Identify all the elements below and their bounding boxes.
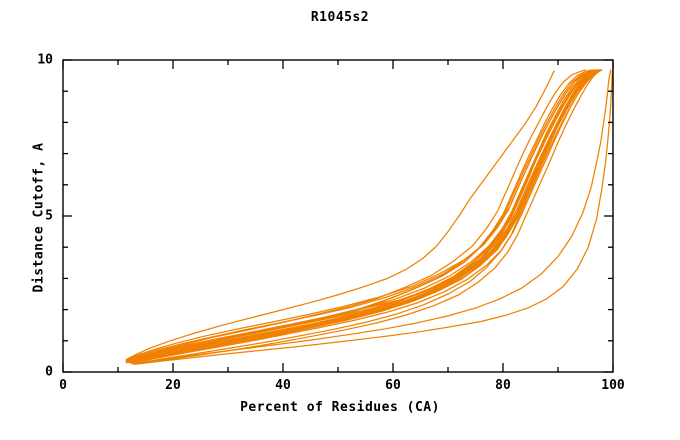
series-line [133, 69, 614, 365]
series-line [129, 69, 600, 364]
x-tick-label: 0 [59, 378, 67, 393]
axes-frame [62, 59, 614, 373]
series-line [127, 69, 592, 363]
plot-frame [62, 59, 614, 373]
y-tick-label: 5 [45, 208, 53, 224]
x-tick-label: 80 [495, 378, 511, 393]
series-line [125, 69, 596, 361]
series-line [127, 69, 599, 363]
x-tick-label: 40 [275, 378, 291, 393]
series-line [130, 69, 600, 363]
series-line [126, 69, 602, 364]
series-line [125, 69, 587, 362]
series-line [136, 69, 603, 364]
x-tick-label: 100 [601, 378, 625, 393]
series-line [125, 70, 600, 364]
y-tick-label: 0 [45, 364, 53, 380]
chart-title: R1045s2 [310, 10, 370, 25]
y-tick-label: 10 [37, 52, 53, 68]
series-line [125, 70, 555, 361]
series-line [139, 69, 603, 365]
series-line [131, 69, 598, 364]
series-line [131, 69, 612, 365]
x-tick-label: 20 [165, 378, 181, 393]
series-line [126, 69, 599, 363]
series-line [128, 69, 600, 363]
x-axis-label: Percent of Residues (CA) [240, 400, 440, 415]
series-line [131, 69, 601, 364]
x-tick-label: 60 [385, 378, 401, 393]
data-series-group [125, 69, 614, 365]
series-line [132, 69, 601, 364]
